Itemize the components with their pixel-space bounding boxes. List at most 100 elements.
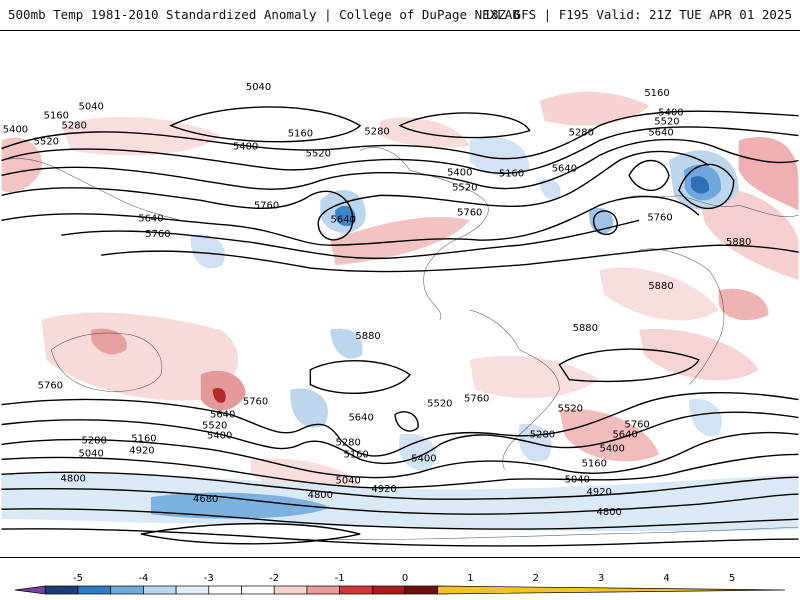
contour-label: 5280 bbox=[364, 127, 389, 138]
coastlines bbox=[1, 147, 799, 540]
anomaly-shading bbox=[1, 91, 799, 532]
contour-label: 5520 bbox=[452, 182, 477, 193]
warm-anomaly-patch bbox=[539, 91, 650, 126]
colorbar-bin bbox=[404, 585, 439, 595]
contour-label: 5040 bbox=[246, 82, 271, 93]
contour-label: 4920 bbox=[587, 487, 612, 498]
colorbar-tick-label: 2 bbox=[533, 573, 539, 584]
contour-label: 5160 bbox=[288, 129, 313, 140]
contour-label: 5160 bbox=[343, 449, 368, 460]
colorbar-bin bbox=[110, 585, 144, 595]
contour-label: 5520 bbox=[654, 117, 679, 128]
warm-anomaly-patch bbox=[91, 328, 127, 355]
warm-anomaly-patch bbox=[380, 117, 470, 148]
contour-label: 5160 bbox=[499, 168, 524, 179]
contour-label: 5760 bbox=[38, 381, 63, 392]
contour-label: 5640 bbox=[648, 128, 673, 139]
contour-label: 4920 bbox=[129, 445, 154, 456]
warm-anomaly-patch bbox=[718, 288, 769, 321]
colorbar-tick-label: 1 bbox=[467, 573, 473, 584]
contour-label: 5040 bbox=[79, 448, 104, 459]
contour-label: 5400 bbox=[207, 430, 232, 441]
contour-label: 5280 bbox=[81, 435, 106, 446]
contour-label: 5040 bbox=[336, 475, 361, 486]
contour-label: 5640 bbox=[348, 413, 373, 424]
contour-label: 5880 bbox=[355, 331, 380, 342]
contour-label: 4680 bbox=[193, 494, 218, 505]
australia-outline bbox=[50, 332, 163, 392]
colorbar-bin bbox=[77, 585, 112, 595]
contour-label: 5280 bbox=[569, 128, 594, 139]
cold-anomaly-patch bbox=[1, 473, 799, 532]
contour-label: 5640 bbox=[331, 214, 356, 225]
contour-label: 5640 bbox=[612, 429, 637, 440]
north-america-outline bbox=[360, 147, 489, 321]
colorbar-tick-label: 3 bbox=[598, 573, 604, 584]
header: 500mb Temp 1981-2010 Standardized Anomal… bbox=[0, 0, 800, 30]
colorbar-tick-label: -1 bbox=[335, 573, 345, 584]
south-america-outline bbox=[469, 309, 560, 470]
contour-label: 5400 bbox=[658, 108, 683, 119]
colorbar-tick-label: -5 bbox=[73, 573, 83, 584]
cold-anomaly-patch bbox=[688, 398, 722, 437]
cold-anomaly-patch bbox=[330, 328, 363, 359]
colorbar-bin bbox=[339, 585, 373, 595]
colorbar-bin bbox=[44, 585, 79, 595]
contour-label: 5520 bbox=[34, 137, 59, 148]
colorbar-bin bbox=[208, 585, 242, 595]
colorbar-tick-label: -3 bbox=[204, 573, 214, 584]
contour-label: 5160 bbox=[582, 458, 607, 469]
africa-outline bbox=[639, 248, 725, 385]
contour-label: 5640 bbox=[552, 163, 577, 174]
warm-anomaly-patch bbox=[212, 387, 226, 403]
contour-label: 4920 bbox=[371, 484, 396, 495]
colorbar-ticks: -5 -4 -3 -2 -1 0 1 2 3 4 5 bbox=[73, 573, 735, 584]
contour-label: 5880 bbox=[726, 237, 751, 248]
contour-label: 5400 bbox=[447, 167, 472, 178]
contour-label: 5040 bbox=[79, 102, 104, 113]
map-title: 500mb Temp 1981-2010 Standardized Anomal… bbox=[8, 7, 520, 22]
contour-label: 4800 bbox=[308, 490, 333, 501]
colorbar-bin bbox=[273, 585, 308, 595]
cold-anomaly-patch bbox=[290, 388, 328, 428]
warm-anomaly-patch bbox=[1, 137, 43, 193]
warm-anomaly-patch bbox=[469, 355, 600, 399]
colorbar-bin bbox=[175, 585, 210, 595]
contour-label: 4800 bbox=[61, 473, 86, 484]
warm-anomaly-patch bbox=[698, 188, 799, 281]
europe-outline bbox=[619, 195, 799, 217]
colorbar-bin bbox=[306, 585, 340, 595]
colorbar-bin bbox=[371, 585, 406, 595]
contour-labels: 5040 5040 5160 5280 5400 5520 5160 5280 … bbox=[3, 82, 752, 518]
contour-label: 5880 bbox=[573, 323, 598, 334]
colorbar-bins bbox=[14, 585, 786, 595]
contour-label: 5280 bbox=[530, 429, 555, 440]
colorbar-bin bbox=[241, 585, 275, 595]
contour-label: 5400 bbox=[411, 453, 436, 464]
colorbar-tick-label: -2 bbox=[269, 573, 279, 584]
asia-outline bbox=[1, 158, 181, 221]
cold-anomaly-patch bbox=[399, 433, 436, 471]
colorbar-bin bbox=[143, 585, 177, 595]
contour-label: 5280 bbox=[62, 121, 87, 132]
contour-label: 5520 bbox=[558, 404, 583, 415]
contour-label: 5400 bbox=[3, 125, 28, 136]
cold-anomaly-patch bbox=[690, 176, 710, 194]
warm-anomaly-patch bbox=[738, 136, 799, 211]
warm-anomaly-patch bbox=[559, 408, 660, 462]
contour-label: 5760 bbox=[457, 207, 482, 218]
warm-anomaly-patch bbox=[599, 267, 719, 321]
contour-label: 5520 bbox=[427, 399, 452, 410]
contour-label: 5040 bbox=[565, 474, 590, 485]
contour-label: 5760 bbox=[145, 229, 170, 240]
contour-label: 5400 bbox=[233, 142, 258, 153]
colorbar: -5 -4 -3 -2 -1 0 1 2 3 4 5 bbox=[14, 573, 786, 595]
colorbar-tick-label: 0 bbox=[402, 573, 408, 584]
cold-anomaly-patch bbox=[190, 234, 225, 269]
map-panel: 5040 5040 5160 5280 5400 5520 5160 5280 … bbox=[0, 30, 800, 558]
cold-anomaly-patch bbox=[150, 492, 331, 519]
contour-label: 5760 bbox=[647, 212, 672, 223]
colorbar-tick-label: -4 bbox=[138, 573, 148, 584]
contour-label: 5760 bbox=[464, 394, 489, 405]
contour-label: 5640 bbox=[210, 410, 235, 421]
